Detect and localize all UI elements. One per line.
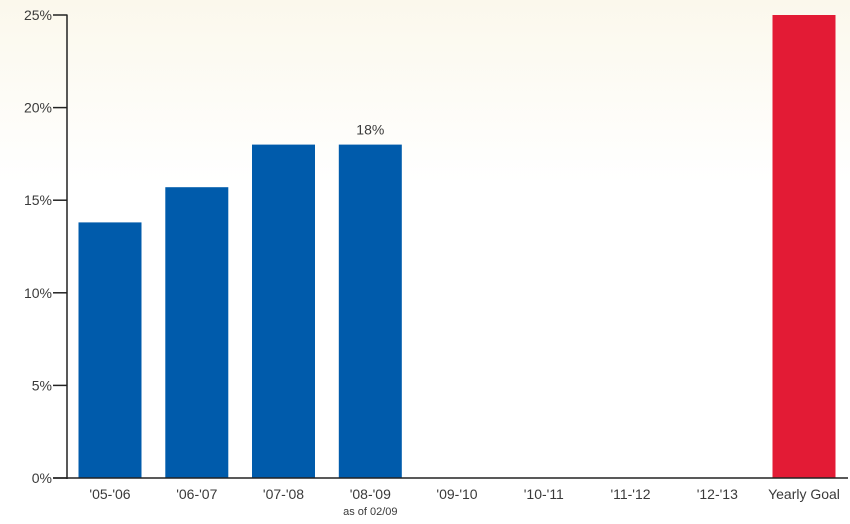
x-tick-label-6: '11-'12 bbox=[610, 486, 650, 502]
bar-1 bbox=[165, 187, 229, 478]
axes-layer bbox=[53, 14, 848, 479]
y-tick-label-4: 20% bbox=[24, 100, 52, 116]
bar-0 bbox=[78, 222, 142, 478]
x-tick-label-0: '05-'06 bbox=[89, 486, 130, 502]
data-label-3: 18% bbox=[356, 122, 384, 138]
y-tick-label-2: 10% bbox=[24, 285, 52, 301]
x-tick-label-7: '12-'13 bbox=[697, 486, 738, 502]
x-tick-label-5: '10-'11 bbox=[524, 486, 564, 502]
x-tick-label-8: Yearly Goal bbox=[768, 486, 840, 502]
x-tick-label-2: '07-'08 bbox=[263, 486, 304, 502]
bars-layer bbox=[78, 15, 836, 478]
y-tick-label-1: 5% bbox=[32, 377, 52, 393]
labels-layer: 18% 0% 5% 10% 15% 20% 25% '05-'06 '06-'07 '07-'08… bbox=[24, 7, 840, 518]
x-tick-label-4: '09-'10 bbox=[436, 486, 477, 502]
x-tick-sublabel-3: as of 02/09 bbox=[343, 506, 397, 518]
bar-3 bbox=[338, 144, 402, 478]
y-tick-label-5: 25% bbox=[24, 7, 52, 23]
y-tick-label-0: 0% bbox=[32, 470, 52, 486]
goal-bar bbox=[772, 15, 836, 478]
x-tick-label-1: '06-'07 bbox=[176, 486, 217, 502]
y-tick-label-3: 15% bbox=[24, 192, 52, 208]
bar-2 bbox=[252, 144, 315, 478]
x-tick-label-3: '08-'09 bbox=[350, 486, 391, 502]
